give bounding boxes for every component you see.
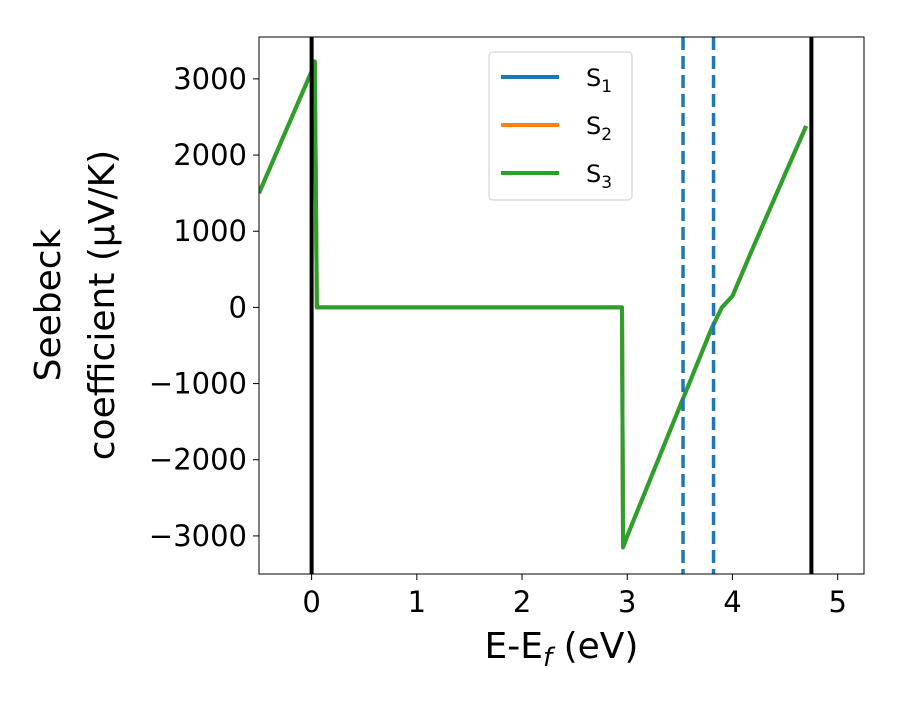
series-line-3 <box>259 59 808 550</box>
legend: S1 S2 S3 <box>488 51 633 201</box>
legend-label-1: S1 <box>586 64 612 97</box>
axes: 0 1 2 3 4 5 −3000 −2000 −1000 0 1000 2000 3000 E-Ef (… <box>28 36 865 673</box>
y-axis-label-line1: Seebeck <box>28 228 69 381</box>
y-tick-label: −1000 <box>149 367 247 401</box>
legend-label-2: S2 <box>586 112 612 145</box>
x-tick-label: 5 <box>828 585 846 619</box>
x-tick-label: 0 <box>302 585 320 619</box>
y-tick-label: 3000 <box>173 62 247 96</box>
y-tick-label: 2000 <box>173 138 247 172</box>
x-tick-label: 2 <box>513 585 531 619</box>
plot-area <box>259 37 814 574</box>
y-tick-label: 0 <box>229 290 247 324</box>
y-axis-label: Seebeck coefficient (μV/K) <box>28 150 123 460</box>
x-tick-label: 1 <box>408 585 426 619</box>
x-axis-label: E-Ef (eV) <box>485 626 639 673</box>
x-tick-label: 3 <box>618 585 636 619</box>
legend-label-3: S3 <box>586 160 612 193</box>
y-tick-label: −3000 <box>149 519 247 553</box>
legend-box <box>488 51 633 201</box>
x-tick-label: 4 <box>723 585 741 619</box>
y-tick-label: 1000 <box>173 214 247 248</box>
y-axis-label-line2: coefficient (μV/K) <box>82 150 123 460</box>
y-tick-label: −2000 <box>149 443 247 477</box>
axes-frame <box>258 36 865 575</box>
